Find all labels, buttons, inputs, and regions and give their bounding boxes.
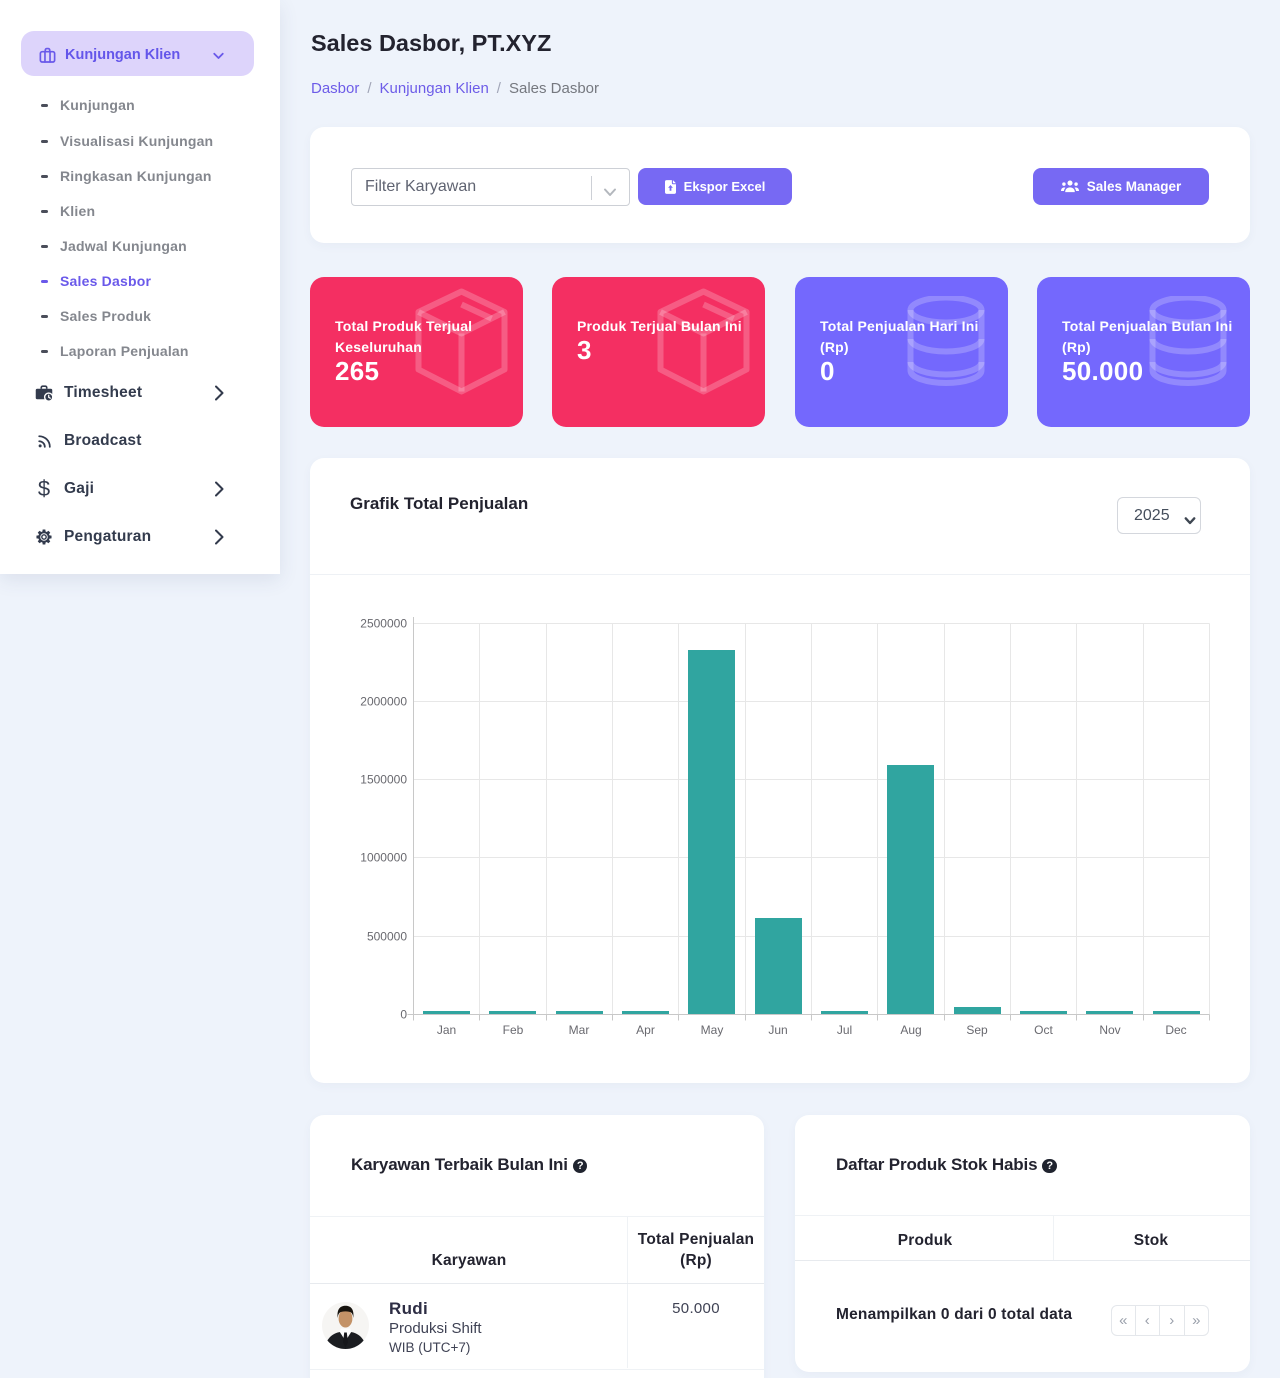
svg-text:Jul: Jul <box>837 1023 852 1037</box>
svg-text:1500000: 1500000 <box>360 773 407 787</box>
svg-text:1000000: 1000000 <box>360 851 407 865</box>
svg-text:Nov: Nov <box>1099 1023 1120 1037</box>
svg-text:Mar: Mar <box>569 1023 590 1037</box>
svg-text:2000000: 2000000 <box>360 695 407 709</box>
svg-text:Feb: Feb <box>503 1023 524 1037</box>
svg-text:Apr: Apr <box>636 1023 655 1037</box>
svg-text:Dec: Dec <box>1165 1023 1186 1037</box>
svg-text:Sep: Sep <box>966 1023 988 1037</box>
svg-text:May: May <box>701 1023 724 1037</box>
svg-text:0: 0 <box>400 1008 407 1022</box>
svg-text:500000: 500000 <box>367 930 407 944</box>
svg-text:2500000: 2500000 <box>360 617 407 631</box>
svg-text:Aug: Aug <box>900 1023 921 1037</box>
svg-text:Jun: Jun <box>768 1023 787 1037</box>
svg-text:Oct: Oct <box>1034 1023 1053 1037</box>
svg-text:Jan: Jan <box>437 1023 456 1037</box>
